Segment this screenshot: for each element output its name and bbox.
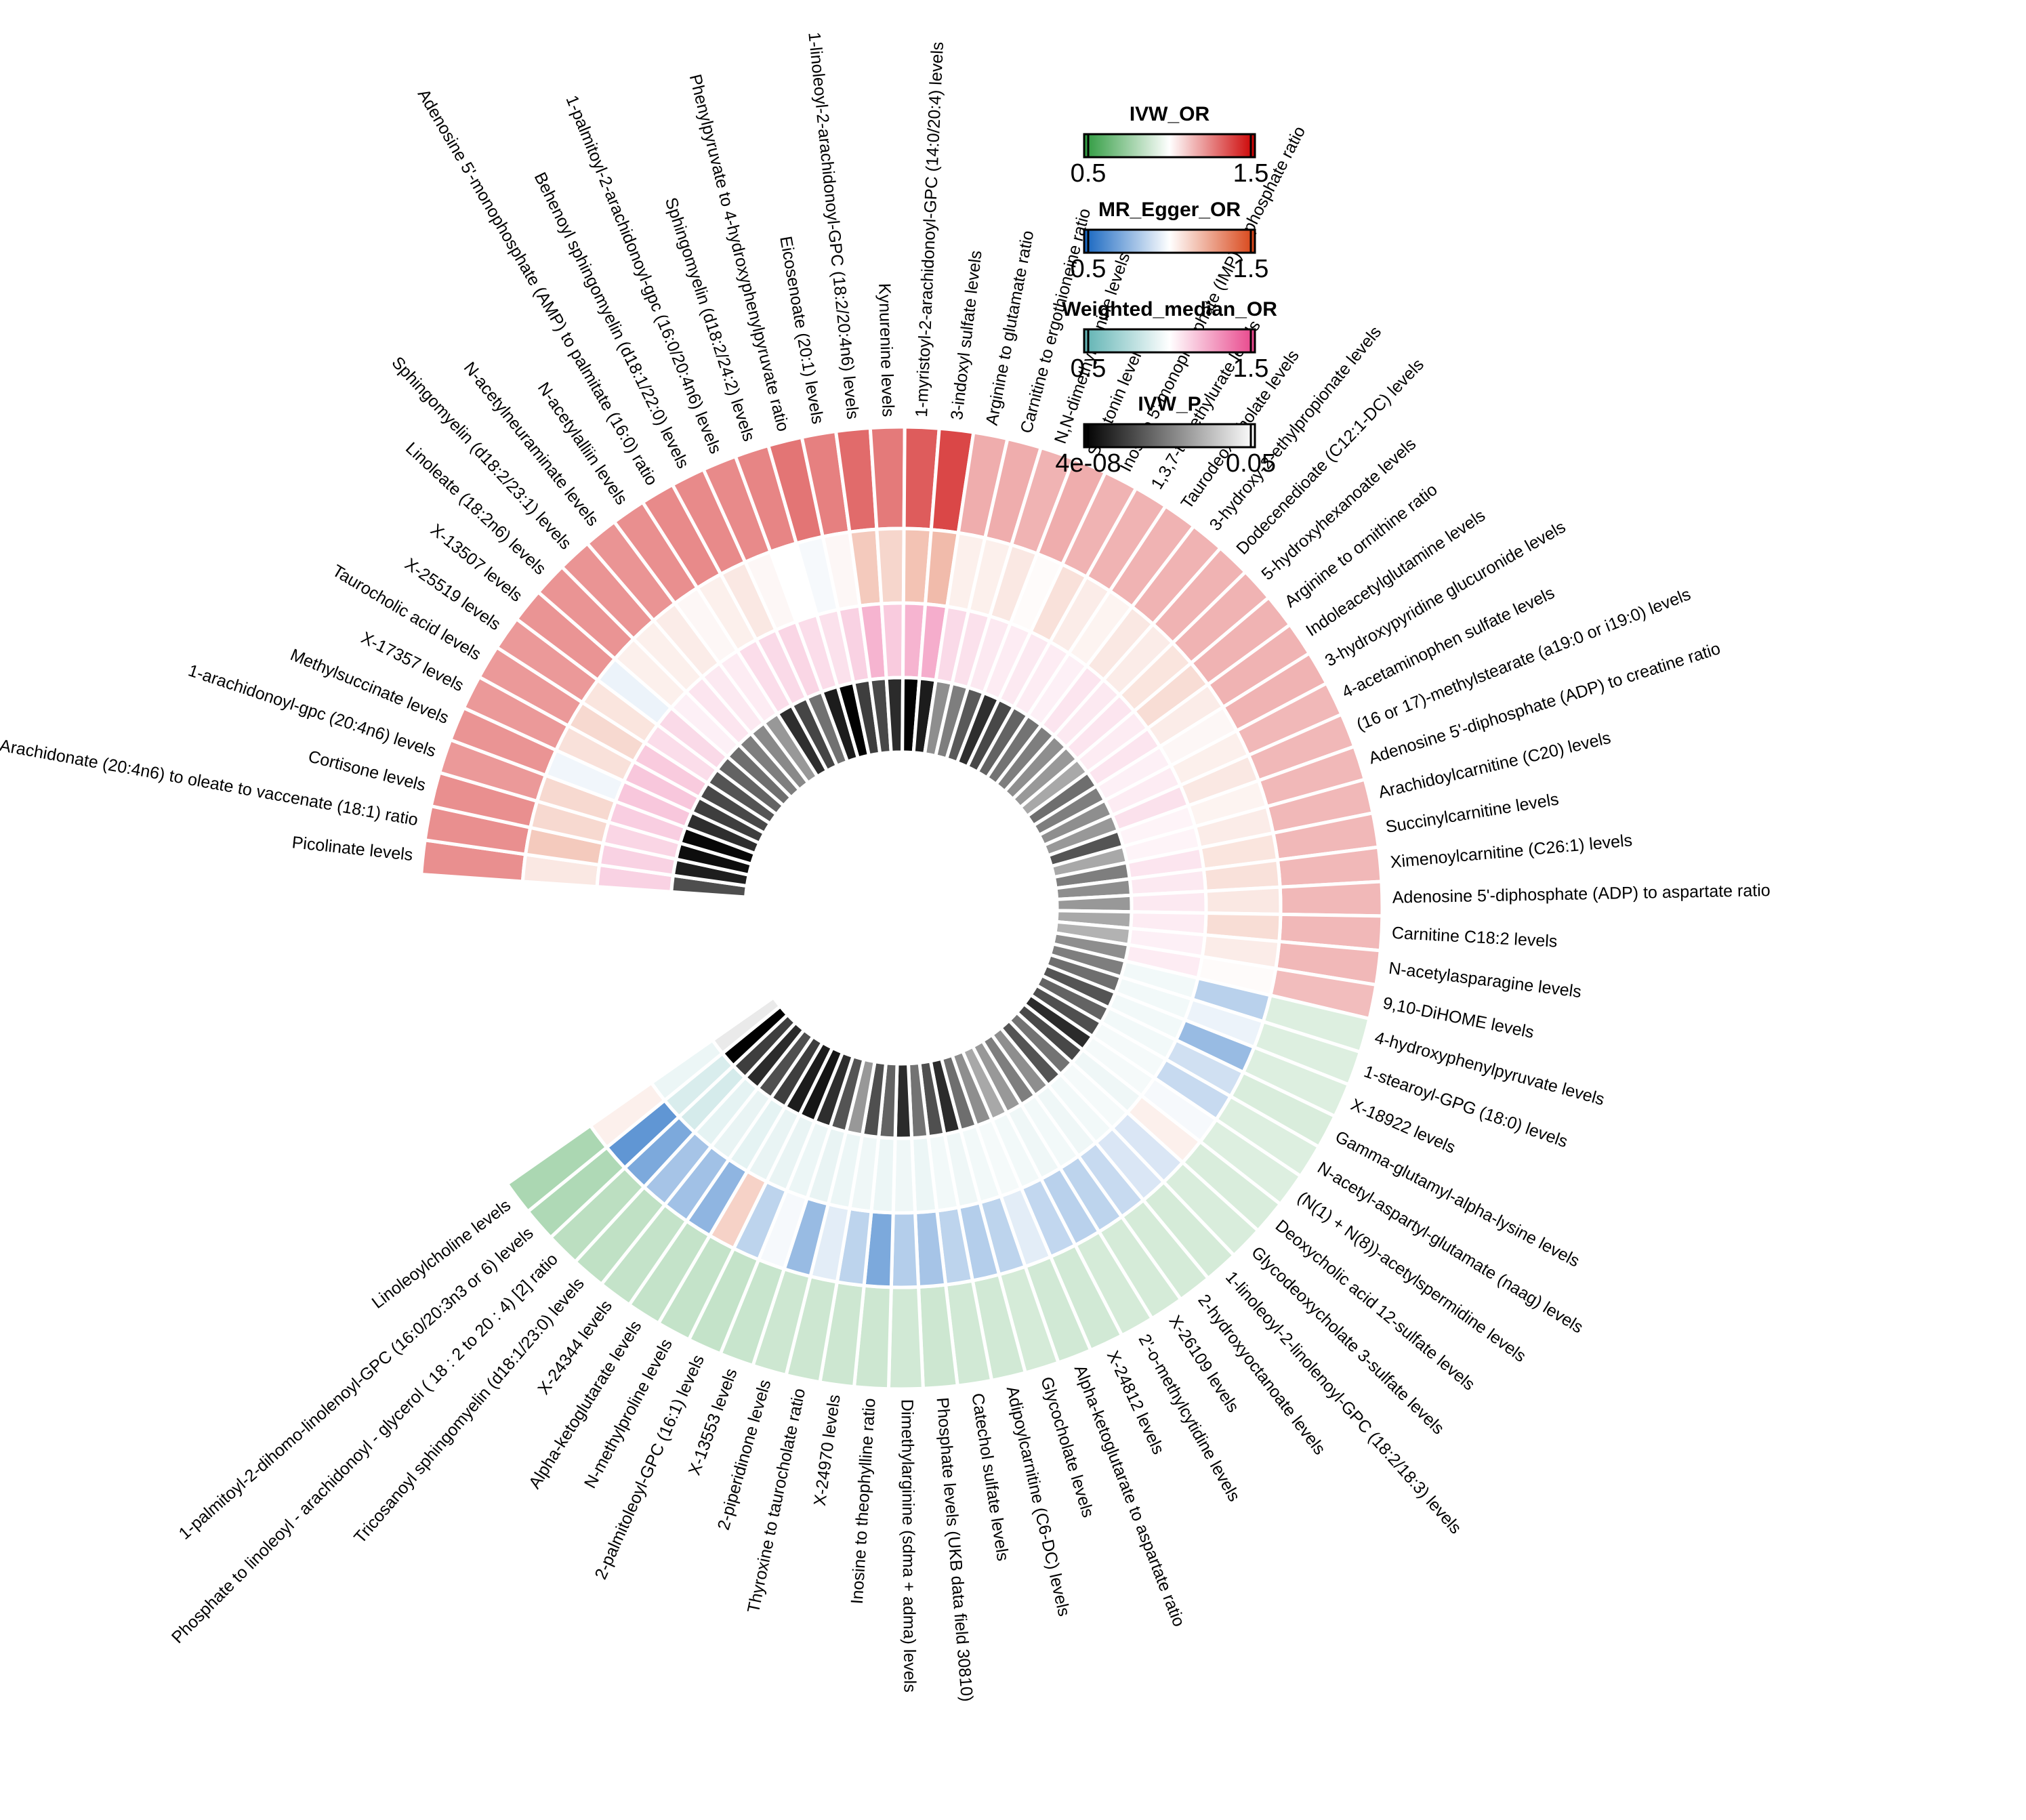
legend-min-label: 0.5 — [1071, 159, 1107, 188]
heatmap-cell-wm-or — [880, 601, 905, 680]
legend-colorbar — [1084, 424, 1255, 447]
metabolite-label: Dimethylarginine (sdma + adma) levels — [897, 1399, 919, 1693]
metabolite-label: 1-linoleoyl-2-linolenoyl-GPC (18:2/18:3)… — [1222, 1268, 1465, 1537]
metabolite-label: Kynurenine levels — [875, 283, 898, 417]
metabolite-label: Arachidonate (20:4n6) to oleate to vacce… — [0, 736, 419, 829]
legend-colorbar — [1084, 134, 1255, 157]
legend-frame — [1083, 133, 1256, 159]
legend-frame — [1083, 423, 1256, 449]
metabolite-label: Inosine to theophylline ratio — [848, 1398, 880, 1605]
heatmap-cell-ivw-or — [868, 425, 907, 531]
legend-colorbar — [1084, 230, 1255, 253]
heatmap-cell-egger-or — [1203, 885, 1283, 916]
metabolite-label: 4-hydroxyphenylpyruvate levels — [1373, 1028, 1607, 1109]
color-legends: IVW_OR 0.5 1.5 MR_Egger_OR 0.5 1.5 Weighted_me… — [1055, 103, 1277, 478]
legend-min-label: 0.5 — [1071, 255, 1107, 283]
legend-max-label: 1.5 — [1233, 354, 1269, 383]
legend-max-label: 0.05 — [1226, 449, 1276, 478]
legend-max-label: 1.5 — [1233, 255, 1269, 283]
legend-min-label: 4e-08 — [1055, 449, 1121, 478]
metabolite-label: 3-indoxyl sulfate levels — [947, 249, 986, 421]
heatmap-cell-ivw-or — [1278, 880, 1384, 918]
heatmap-cell-ivw-or — [886, 1285, 926, 1391]
legend-title: Weighted_median_OR — [1062, 298, 1277, 320]
metabolite-label: 1-myristoyl-2-arachidonoyl-GPC (14:0/20:… — [912, 41, 947, 417]
legend-title: MR_Egger_OR — [1098, 199, 1241, 221]
legend-min-label: 0.5 — [1071, 354, 1107, 383]
metabolite-label: Tricosanoyl sphingomyelin (d18:1/23:0) l… — [350, 1274, 588, 1547]
metabolite-label: Phosphate levels (UKB data field 30810) — [932, 1397, 976, 1702]
legend-title: IVW_P — [1138, 393, 1201, 415]
metabolite-label: Phosphate to linoleoyl - arachidonoyl - … — [168, 1249, 562, 1647]
metabolite-label: Adenosine 5'-diphosphate (ADP) to aspart… — [1392, 881, 1771, 907]
heatmap-cell-ivw-p — [710, 995, 783, 1056]
metabolite-label: Cortisone levels — [306, 747, 428, 795]
metabolite-label: Picolinate levels — [291, 833, 413, 865]
heatmap-cell-egger-or — [889, 1210, 921, 1289]
metabolite-label: Ximenoylcarnitine (C26:1) levels — [1390, 831, 1634, 871]
heatmap-cell-wm-or — [1129, 889, 1208, 915]
metabolite-label: Catechol sulfate levels — [968, 1392, 1012, 1562]
heatmap-cell-ivw-p — [884, 676, 905, 755]
metabolite-label: 1-arachidonoyl-gpc (20:4n6) levels — [186, 661, 438, 761]
legend-colorbar — [1084, 329, 1255, 352]
metabolite-label: Carnitine C18:2 levels — [1391, 924, 1558, 951]
metabolite-label: N-acetylalliin levels — [534, 379, 632, 508]
metabolite-label: Succinylcarnitine levels — [1384, 789, 1560, 837]
legend-frame — [1083, 228, 1256, 254]
metabolite-labels: Picolinate levels Arachidonate (20:4n6) t… — [0, 31, 1771, 1702]
legend-max-label: 1.5 — [1233, 159, 1269, 188]
metabolite-label: N-acetylasparagine levels — [1388, 959, 1583, 1001]
legend-frame — [1083, 328, 1256, 354]
metabolite-label: N-methylproline levels — [581, 1336, 676, 1491]
metabolite-label: X-24970 levels — [810, 1393, 844, 1507]
legend-title: IVW_OR — [1130, 103, 1210, 125]
heatmap-rings — [419, 425, 1384, 1391]
heatmap-cell-egger-or — [875, 526, 906, 606]
